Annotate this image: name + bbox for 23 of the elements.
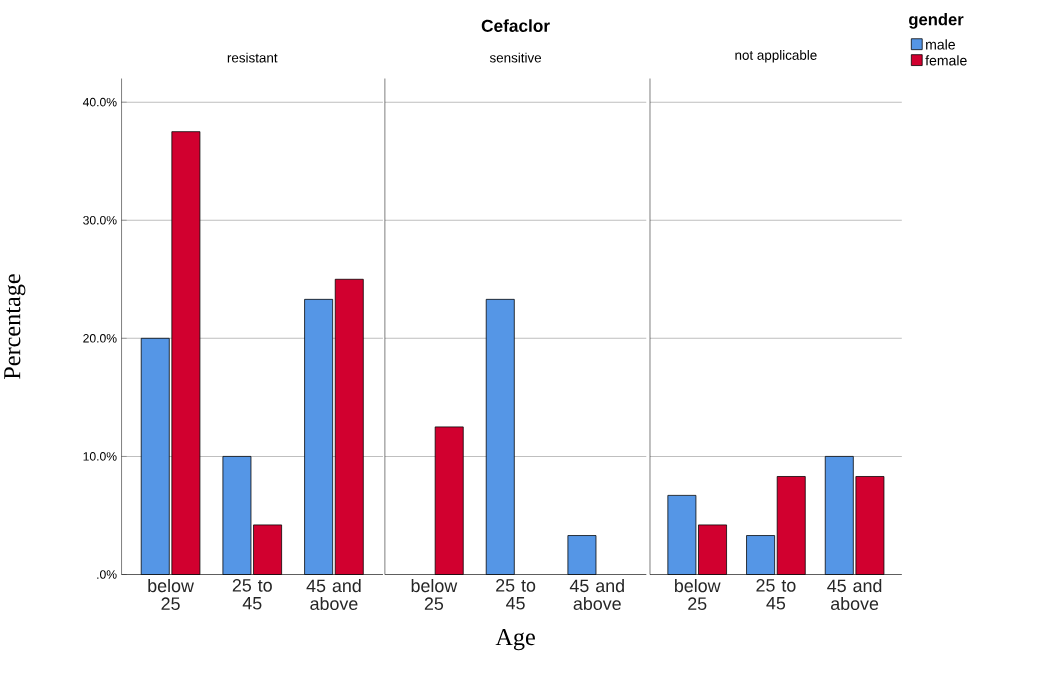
chart-title: Cefaclor xyxy=(481,19,550,33)
x-tick-label: below 25 xyxy=(411,579,458,611)
x-tick-label: below 25 xyxy=(675,579,721,611)
x-axis-title: Age xyxy=(495,629,535,651)
x-tick-label: 25 to 45 xyxy=(756,579,796,610)
y-tick-label: .0% xyxy=(97,570,117,579)
x-tick-label: 25 to 45 xyxy=(232,579,272,610)
x-tick-label: 25 to 45 xyxy=(496,579,536,610)
chart-subtitle: sensitive xyxy=(489,52,542,63)
legend-label: male xyxy=(926,39,955,50)
x-tick-label: 45 and above xyxy=(306,579,361,611)
legend-label: female xyxy=(925,55,967,66)
x-tick-label: 45 and above xyxy=(569,579,624,611)
y-tick-label: 20.0% xyxy=(83,334,117,343)
y-tick-label: 30.0% xyxy=(83,216,117,225)
x-tick-label: below 25 xyxy=(148,579,194,611)
y-tick-label: 40.0% xyxy=(82,98,117,107)
chart-subtitle: not applicable xyxy=(735,50,817,63)
chart-subtitle: resistant xyxy=(227,52,278,63)
y-tick-label: 10.0% xyxy=(83,452,117,461)
x-tick-label: 45 and above xyxy=(827,579,882,611)
legend-title: gender xyxy=(909,13,964,29)
y-axis-title: Percentage xyxy=(4,274,26,380)
